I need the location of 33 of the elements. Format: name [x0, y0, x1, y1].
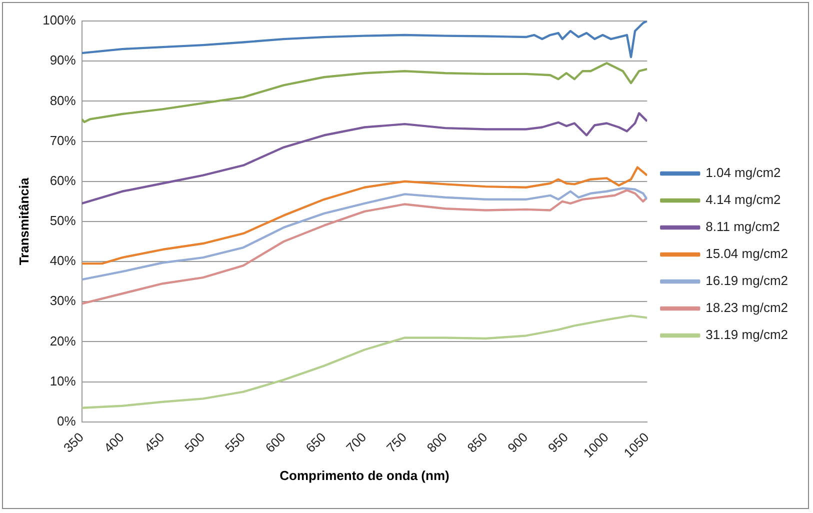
x-tick-label: 900 [504, 429, 531, 456]
legend-label: 15.04 mg/cm2 [706, 246, 788, 262]
y-tick-label: 30% [50, 293, 76, 308]
y-tick-label: 20% [50, 333, 76, 348]
x-tick-label: 800 [424, 429, 450, 456]
y-tick-label: 70% [50, 132, 76, 148]
y-tick-label: 100% [42, 12, 76, 28]
x-axis-title: Comprimento de onda (nm) [280, 468, 450, 483]
x-tick-label: 350 [60, 429, 86, 456]
y-tick-label: 80% [50, 92, 76, 108]
y-tick-label: 90% [50, 52, 76, 68]
x-tick-label: 400 [100, 429, 127, 456]
y-tick-label: 40% [50, 253, 76, 268]
x-tick-label: 500 [182, 429, 208, 456]
y-axis-title: Transmitância [16, 176, 32, 266]
x-tick-label: 850 [464, 429, 490, 456]
legend-label: 4.14 mg/cm2 [706, 192, 781, 208]
x-tick-label: 450 [141, 429, 168, 456]
x-tick-label: 650 [302, 429, 329, 456]
legend-label: 18.23 mg/cm2 [706, 300, 788, 316]
y-tick-label: 0% [57, 414, 76, 428]
x-tick-label: 750 [384, 429, 410, 456]
legend-label: 16.19 mg/cm2 [706, 273, 788, 288]
y-tick-label: 50% [50, 213, 76, 228]
legend-label: 1.04 mg/cm2 [706, 165, 781, 180]
x-tick-label: 550 [222, 429, 248, 456]
y-tick-label: 10% [50, 373, 76, 388]
x-tick-label: 700 [343, 429, 370, 456]
x-tick-label: 950 [545, 429, 572, 456]
x-tick-label: 600 [262, 429, 288, 456]
y-tick-label: 60% [50, 172, 76, 188]
legend-label: 31.19 mg/cm2 [706, 327, 788, 342]
legend-label: 8.11 mg/cm2 [706, 219, 780, 234]
